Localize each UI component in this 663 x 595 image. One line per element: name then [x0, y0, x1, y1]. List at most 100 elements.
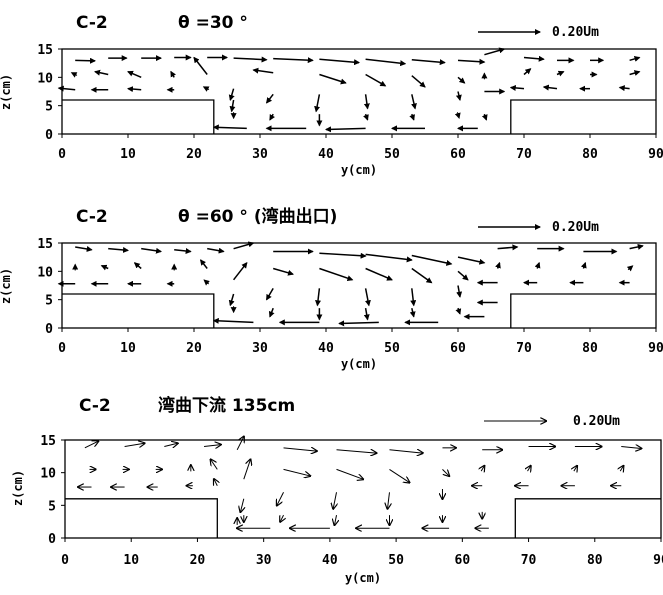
y-tick-label: 10: [37, 265, 53, 280]
y-axis-label: z(cm): [11, 470, 25, 506]
velocity-vector: [214, 479, 217, 486]
velocity-vector: [523, 55, 545, 62]
velocity-vector: [457, 58, 486, 65]
x-tick-label: 0: [58, 147, 66, 162]
velocity-vector: [127, 86, 142, 93]
velocity-vector: [325, 126, 366, 133]
y-tick-label: 0: [45, 128, 53, 143]
panel-subtitle: θ =30 °: [178, 13, 248, 33]
velocity-vector: [108, 246, 129, 253]
velocity-vector: [389, 468, 409, 482]
velocity-vector: [621, 447, 641, 449]
panel-title: C-2: [76, 207, 108, 227]
velocity-vector: [315, 288, 321, 307]
velocity-vector: [127, 70, 142, 79]
x-tick-label: 10: [120, 341, 136, 356]
velocity-vector: [280, 515, 283, 522]
velocity-vector: [336, 468, 363, 479]
bank-right: [510, 293, 656, 328]
velocity-vector: [363, 113, 369, 121]
velocity-vector: [509, 84, 525, 91]
velocity-vector: [164, 443, 177, 446]
velocity-vector: [411, 59, 446, 66]
velocity-vector: [272, 267, 294, 276]
velocity-vector: [204, 445, 221, 447]
velocity-vector: [455, 91, 462, 101]
velocity-vector: [314, 94, 321, 113]
velocity-vector: [84, 441, 98, 449]
x-tick-label: 50: [388, 553, 404, 568]
velocity-vector: [229, 99, 236, 113]
velocity-vector: [365, 253, 413, 263]
velocity-vector: [410, 288, 417, 307]
velocity-vector: [363, 94, 370, 110]
velocity-vector: [336, 450, 377, 453]
velocity-vector: [528, 466, 531, 471]
x-tick-label: 40: [318, 147, 334, 162]
velocity-vector: [228, 88, 235, 101]
velocity-vector: [94, 69, 109, 76]
velocity-vector: [388, 492, 390, 508]
velocity-vector: [629, 243, 644, 250]
velocity-vector: [411, 75, 426, 88]
y-tick-label: 0: [45, 322, 53, 337]
velocity-vector: [534, 261, 541, 269]
velocity-vector: [233, 262, 248, 281]
bank-right: [514, 498, 661, 538]
velocity-vector: [199, 259, 208, 269]
velocity-vector: [203, 279, 210, 286]
velocity-vector: [335, 515, 337, 525]
x-tick-label: 30: [252, 147, 268, 162]
velocity-vector: [629, 70, 641, 76]
velocity-vector: [141, 247, 162, 254]
velocity-vector: [626, 265, 634, 272]
panel-subtitle: 湾曲下流 135cm: [158, 395, 295, 416]
velocity-vector: [228, 293, 235, 307]
velocity-vector: [481, 113, 488, 121]
velocity-vector: [484, 47, 506, 56]
velocity-vector: [273, 57, 314, 64]
velocity-vector: [411, 254, 453, 266]
x-tick-label: 90: [653, 553, 663, 568]
velocity-vector: [57, 85, 76, 92]
velocity-vector: [365, 73, 387, 87]
x-axis-label: y(cm): [341, 357, 377, 371]
panel-title: C-2: [76, 13, 108, 33]
y-tick-label: 5: [48, 499, 56, 514]
velocity-vector: [193, 56, 208, 75]
velocity-vector: [124, 443, 145, 446]
x-tick-label: 40: [322, 553, 338, 568]
velocity-vector: [411, 94, 417, 110]
x-tick-label: 10: [123, 553, 139, 568]
velocity-vector: [240, 498, 243, 512]
velocity-vector: [70, 72, 78, 78]
y-tick-label: 0: [48, 532, 56, 547]
velocity-vector: [580, 261, 587, 269]
x-tick-label: 30: [256, 553, 272, 568]
velocity-vector: [481, 466, 484, 471]
velocity-vector: [363, 308, 370, 321]
reference-vector-label: 0.20Um: [552, 220, 599, 235]
velocity-vector: [212, 124, 247, 131]
velocity-vector: [233, 241, 255, 250]
y-tick-label: 5: [45, 294, 53, 309]
velocity-vector: [620, 466, 623, 471]
x-tick-label: 30: [252, 341, 268, 356]
velocity-vector: [523, 68, 532, 76]
velocity-vector: [629, 55, 641, 62]
velocity-vector: [170, 70, 177, 78]
bank-right: [510, 99, 656, 134]
velocity-vector: [556, 70, 565, 77]
y-tick-label: 15: [37, 43, 53, 58]
x-tick-label: 20: [186, 147, 202, 162]
velocity-vector: [364, 288, 371, 307]
x-tick-label: 50: [384, 341, 400, 356]
velocity-vector: [497, 244, 519, 251]
bank-left: [62, 99, 215, 134]
x-axis-label: y(cm): [341, 163, 377, 177]
velocity-vector: [338, 320, 379, 327]
x-tick-label: 70: [516, 147, 532, 162]
velocity-vector: [319, 252, 367, 259]
velocity-vector: [236, 437, 244, 451]
y-axis-label: z(cm): [0, 74, 13, 110]
